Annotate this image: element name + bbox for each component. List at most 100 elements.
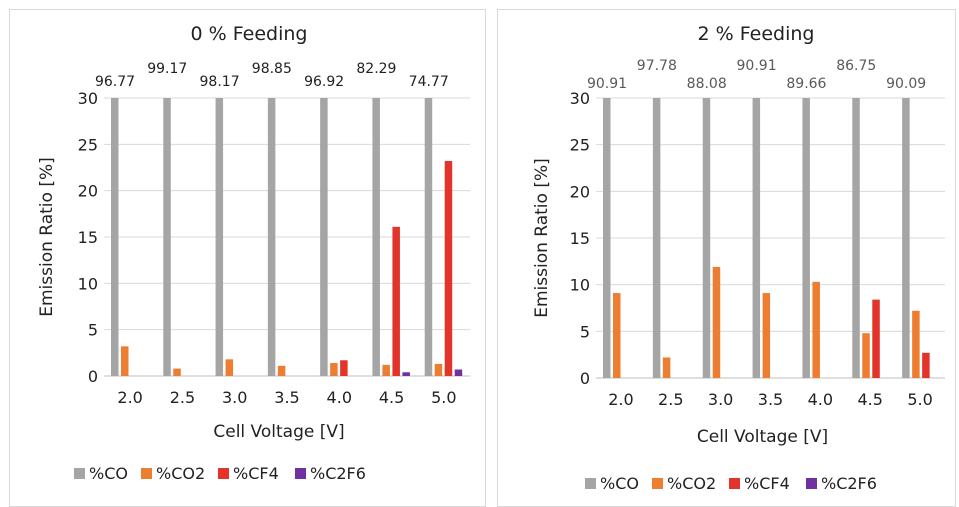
x-tick-label: 2.0	[117, 388, 142, 407]
y-axis-title: Emission Ratio [%]	[532, 158, 552, 318]
legend-swatch	[729, 478, 740, 489]
bar-co2	[277, 365, 286, 376]
y-tick-label: 5	[580, 322, 590, 341]
bar-co	[267, 98, 276, 376]
x-tick-label: 2.5	[658, 390, 683, 409]
x-tick-label: 5.0	[431, 388, 456, 407]
legend-swatch	[295, 468, 306, 479]
x-axis-title: Cell Voltage [V]	[213, 422, 344, 442]
legend-swatch	[806, 478, 817, 489]
data-label-co: 98.85	[252, 61, 292, 77]
legend-entry: %CO	[89, 464, 128, 483]
bar-co	[215, 98, 224, 376]
bar-co	[802, 98, 810, 378]
data-label-co: 86.75	[836, 58, 876, 74]
bar-co2	[121, 346, 129, 376]
legend-swatch	[585, 478, 596, 489]
x-tick-label: 4.5	[379, 388, 404, 407]
x-tick-label: 4.0	[808, 390, 833, 409]
legend-entry: %C2F6	[310, 464, 366, 483]
bar-co2	[330, 363, 338, 376]
data-label-co: 97.78	[637, 58, 677, 74]
x-tick-label: 2.5	[170, 388, 195, 407]
y-axis-title: Emission Ratio [%]	[37, 157, 57, 317]
bar-co	[752, 98, 761, 378]
data-label-co: 82.29	[356, 61, 396, 77]
legend-entry: %CF4	[233, 464, 279, 483]
x-tick-label: 3.0	[708, 390, 733, 409]
bar-co	[603, 98, 611, 378]
bar-co2	[173, 368, 181, 376]
bar-c2f6	[402, 372, 410, 376]
bar-co	[652, 98, 661, 378]
bar-co2	[225, 359, 234, 376]
y-tick-label: 20	[78, 182, 98, 201]
bar-co2	[662, 357, 671, 378]
chart-title: 0 % Feeding	[191, 23, 308, 45]
bar-co2	[434, 363, 443, 376]
x-tick-label: 4.5	[857, 390, 882, 409]
bar-co	[702, 98, 711, 378]
chart-panel-0-feeding	[9, 9, 486, 507]
y-tick-label: 0	[88, 367, 98, 386]
bar-cf4	[444, 161, 453, 376]
legend-swatch	[141, 468, 152, 479]
legend-swatch	[652, 478, 663, 489]
bar-cf4	[872, 299, 880, 378]
bar-c2f6	[454, 369, 463, 376]
x-tick-label: 3.0	[222, 388, 247, 407]
legend-entry: %C2F6	[821, 474, 877, 493]
bar-cf4	[340, 360, 348, 376]
data-label-co: 98.17	[200, 74, 240, 90]
bar-cf4	[392, 226, 400, 376]
bar-co2	[762, 293, 771, 378]
y-tick-label: 30	[78, 89, 98, 108]
data-label-co: 74.77	[409, 74, 449, 90]
bar-co	[111, 98, 119, 376]
bar-co	[372, 98, 380, 376]
x-axis-title: Cell Voltage [V]	[697, 427, 828, 447]
bar-co	[852, 98, 860, 378]
y-tick-label: 30	[570, 89, 590, 108]
bar-co2	[812, 281, 820, 378]
bar-co	[902, 98, 910, 378]
x-tick-label: 2.0	[608, 390, 633, 409]
data-label-co: 90.91	[737, 58, 777, 74]
bar-co2	[912, 310, 920, 378]
x-tick-label: 3.5	[758, 390, 783, 409]
data-label-co: 88.08	[687, 76, 727, 92]
bar-co2	[712, 266, 721, 378]
chart-panel-2-feeding	[497, 9, 956, 507]
bar-co2	[382, 364, 390, 376]
bar-co2	[862, 333, 870, 378]
legend-entry: %CO2	[156, 464, 205, 483]
x-tick-label: 3.5	[274, 388, 299, 407]
bar-co	[320, 98, 328, 376]
chart-title: 2 % Feeding	[698, 23, 815, 45]
data-label-co: 99.17	[147, 61, 187, 77]
data-label-co: 89.66	[786, 76, 826, 92]
bar-co	[163, 98, 171, 376]
data-label-co: 90.09	[886, 76, 926, 92]
legend-swatch	[218, 468, 229, 479]
x-tick-label: 5.0	[907, 390, 932, 409]
y-tick-label: 25	[78, 135, 98, 154]
y-tick-label: 10	[570, 276, 590, 295]
bar-co	[424, 98, 433, 376]
y-tick-label: 0	[580, 369, 590, 388]
y-tick-label: 20	[570, 182, 590, 201]
data-label-co: 90.91	[587, 76, 627, 92]
legend-swatch	[74, 468, 85, 479]
legend-entry: %CO	[600, 474, 639, 493]
y-tick-label: 10	[78, 274, 98, 293]
y-tick-label: 15	[78, 228, 98, 247]
legend-entry: %CO2	[667, 474, 716, 493]
data-label-co: 96.77	[95, 74, 135, 90]
bar-cf4	[922, 352, 930, 378]
bar-co2	[613, 293, 621, 378]
y-tick-label: 15	[570, 229, 590, 248]
y-tick-label: 5	[88, 321, 98, 340]
y-tick-label: 25	[570, 136, 590, 155]
x-tick-label: 4.0	[327, 388, 352, 407]
